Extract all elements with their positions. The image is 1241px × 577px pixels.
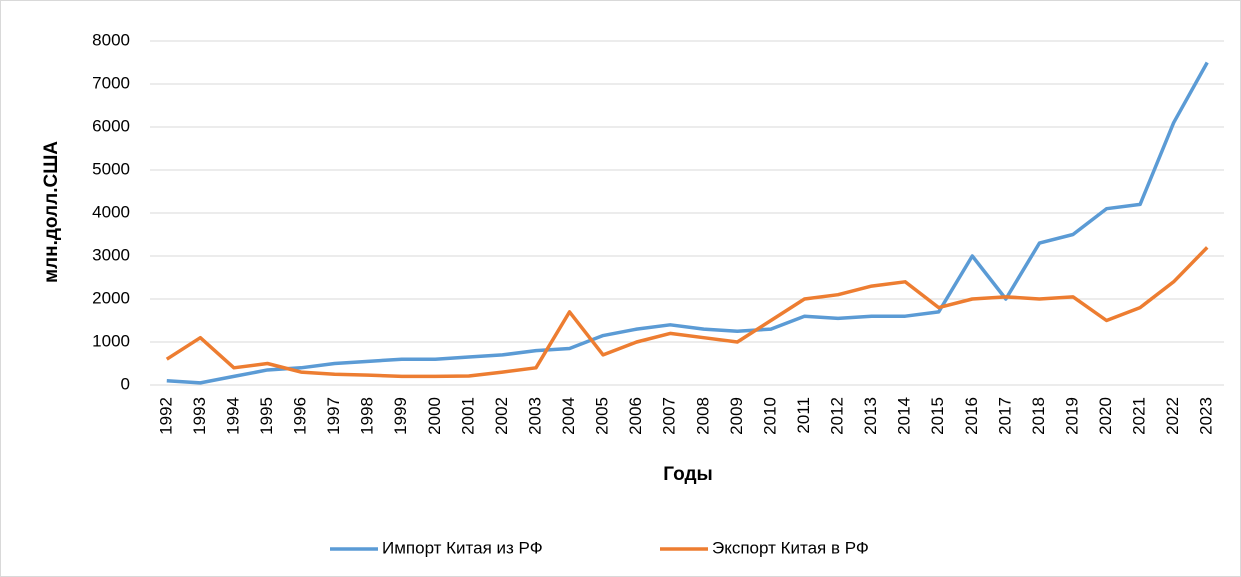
x-tick-label: 2020 xyxy=(1096,397,1115,435)
x-tick-label: 2004 xyxy=(559,397,578,435)
y-tick-label: 3000 xyxy=(92,245,130,264)
x-tick-label: 1994 xyxy=(223,397,242,435)
x-tick-label: 2015 xyxy=(928,397,947,435)
y-tick-label: 8000 xyxy=(92,30,130,49)
x-tick-label: 2018 xyxy=(1029,397,1048,435)
x-tick-label: 2000 xyxy=(425,397,444,435)
x-tick-label: 2022 xyxy=(1163,397,1182,435)
legend-label: Экспорт Китая в РФ xyxy=(712,538,869,557)
x-tick-label: 1992 xyxy=(156,397,175,435)
x-tick-label: 2001 xyxy=(458,397,477,435)
series-line xyxy=(165,246,1209,379)
x-tick-label: 2011 xyxy=(794,397,813,434)
x-tick-label: 2013 xyxy=(861,397,880,435)
x-tick-label: 2023 xyxy=(1197,397,1216,435)
x-tick-label: 1998 xyxy=(358,397,377,435)
x-tick-label: 2008 xyxy=(693,397,712,435)
x-tick-label: 1997 xyxy=(324,397,343,435)
series-line xyxy=(166,61,1209,385)
x-tick-label: 2002 xyxy=(492,397,511,435)
x-tick-label: 2010 xyxy=(760,397,779,435)
y-tick-label: 7000 xyxy=(92,73,130,92)
y-axis-title: млн.долл.США xyxy=(41,141,62,283)
y-tick-label: 1000 xyxy=(92,331,130,350)
x-tick-label: 2021 xyxy=(1130,397,1149,435)
x-tick-label: 2017 xyxy=(995,397,1014,435)
y-tick-label: 6000 xyxy=(92,116,130,135)
y-tick-label: 0 xyxy=(121,374,130,393)
y-tick-label: 4000 xyxy=(92,202,130,221)
x-tick-label: 2012 xyxy=(828,397,847,435)
x-tick-label: 2019 xyxy=(1062,397,1081,435)
x-tick-label: 2007 xyxy=(660,397,679,435)
x-tick-label: 1993 xyxy=(190,397,209,435)
x-axis-title: Годы xyxy=(663,464,712,485)
x-tick-label: 2006 xyxy=(626,397,645,435)
y-tick-label: 5000 xyxy=(92,159,130,178)
legend-label: Импорт Китая из РФ xyxy=(382,538,543,557)
y-tick-label: 2000 xyxy=(92,288,130,307)
x-tick-label: 1996 xyxy=(291,397,310,435)
x-tick-label: 2009 xyxy=(727,397,746,435)
x-tick-label: 1999 xyxy=(391,397,410,435)
x-tick-label: 2014 xyxy=(895,397,914,435)
x-tick-label: 2016 xyxy=(962,397,981,435)
x-tick-label: 1995 xyxy=(257,397,276,435)
x-tick-label: 2005 xyxy=(593,397,612,435)
x-tick-label: 2003 xyxy=(525,397,544,435)
